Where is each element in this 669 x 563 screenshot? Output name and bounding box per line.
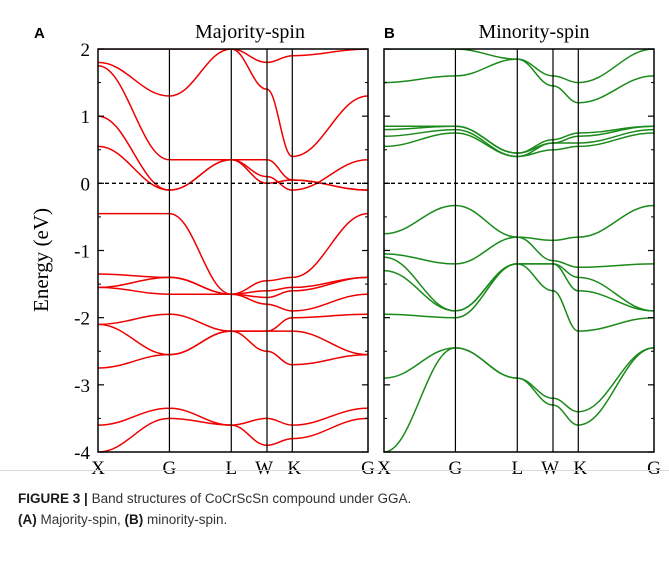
panel-a-band-9: [98, 212, 368, 295]
panel-a-band-12: [98, 65, 368, 191]
panel-a-band-14: [98, 49, 368, 64]
panel-a-kpoint-label-G: G: [361, 458, 375, 479]
panel-b-band-5: [384, 256, 654, 312]
panel-b-bands: [384, 49, 654, 452]
panel-b-kpoint-label-G: G: [647, 458, 661, 479]
panel-a-frame: [97, 48, 369, 453]
panel-a-band-3: [98, 330, 368, 369]
caption-text-a: Majority-spin,: [36, 512, 125, 527]
figure-caption: FIGURE 3 | Band structures of CoCrScSn c…: [18, 488, 658, 530]
panel-b-band-4: [384, 263, 654, 312]
y-tick-label: -3: [74, 376, 90, 397]
y-tick-label: -1: [74, 242, 90, 263]
y-axis-label: Energy (eV): [29, 208, 53, 312]
panel-a-kpoint-label-G: G: [163, 458, 177, 479]
panel-b-band-7: [384, 204, 654, 242]
y-tick-label: -4: [74, 443, 90, 464]
caption-divider: [0, 470, 669, 471]
panel-a-letter: A: [34, 25, 45, 42]
caption-text-b: minority-spin.: [143, 512, 228, 527]
caption-text: Band structures of CoCrScSn compound und…: [91, 491, 412, 506]
panel-a-band-6: [98, 286, 368, 312]
panel-a-band-5: [98, 313, 368, 332]
panel-b-band-3: [384, 263, 654, 332]
panel-b-band-8: [384, 132, 654, 158]
y-tick-label: -2: [74, 309, 90, 330]
panel-a-kpoint-label-X: X: [91, 458, 105, 479]
panel-b-band-1: [384, 347, 654, 452]
panel-a-band-8: [98, 273, 368, 295]
caption-line-2: (A) Majority-spin, (B) minority-spin.: [18, 509, 658, 530]
panel-majority-spin: A Majority-spin Energy (eV) 2 1 0 -1 -2 -3 -4X…: [29, 21, 375, 479]
panel-b-band-6: [384, 236, 654, 269]
panel-b-band-13: [384, 49, 654, 84]
panel-a-band-1: [98, 417, 368, 452]
panel-b-kpoint-label-X: X: [377, 458, 391, 479]
panel-b-letter: B: [384, 25, 395, 42]
y-tick-label: 1: [81, 107, 91, 128]
panel-a-kpoint-label-W: W: [255, 458, 273, 479]
panel-a-band-11: [98, 115, 368, 191]
panel-a-band-13: [98, 49, 368, 158]
panel-a-title: Majority-spin: [195, 21, 305, 43]
y-tick-label: 0: [81, 174, 91, 195]
caption-ref-a: (A): [18, 512, 37, 527]
panel-b-kpoint-label-K: K: [573, 458, 587, 479]
y-tick-label: 2: [81, 40, 91, 61]
panel-b-kpoint-label-W: W: [541, 458, 559, 479]
panel-b-kpoint-label-G: G: [449, 458, 463, 479]
panel-b-title: Minority-spin: [478, 21, 589, 43]
panel-a-band-4: [98, 323, 368, 356]
panel-a-kpoint-label-L: L: [225, 458, 237, 479]
panel-a-bands: [98, 49, 368, 452]
panel-b-band-12: [384, 58, 654, 104]
caption-label: FIGURE 3 |: [18, 491, 88, 506]
panel-b-band-11: [384, 125, 654, 154]
panel-b-band-2: [384, 347, 654, 413]
panel-b-band-9: [384, 128, 654, 158]
panel-b-kpoint-label-L: L: [511, 458, 523, 479]
panel-a-band-2: [98, 407, 368, 426]
caption-line-1: FIGURE 3 | Band structures of CoCrScSn c…: [18, 488, 658, 509]
caption-ref-b: (B): [124, 512, 144, 527]
panel-a-plot: 2 1 0 -1 -2 -3 -4X G L W K G: [74, 40, 375, 479]
panel-a-kpoint-label-K: K: [287, 458, 301, 479]
